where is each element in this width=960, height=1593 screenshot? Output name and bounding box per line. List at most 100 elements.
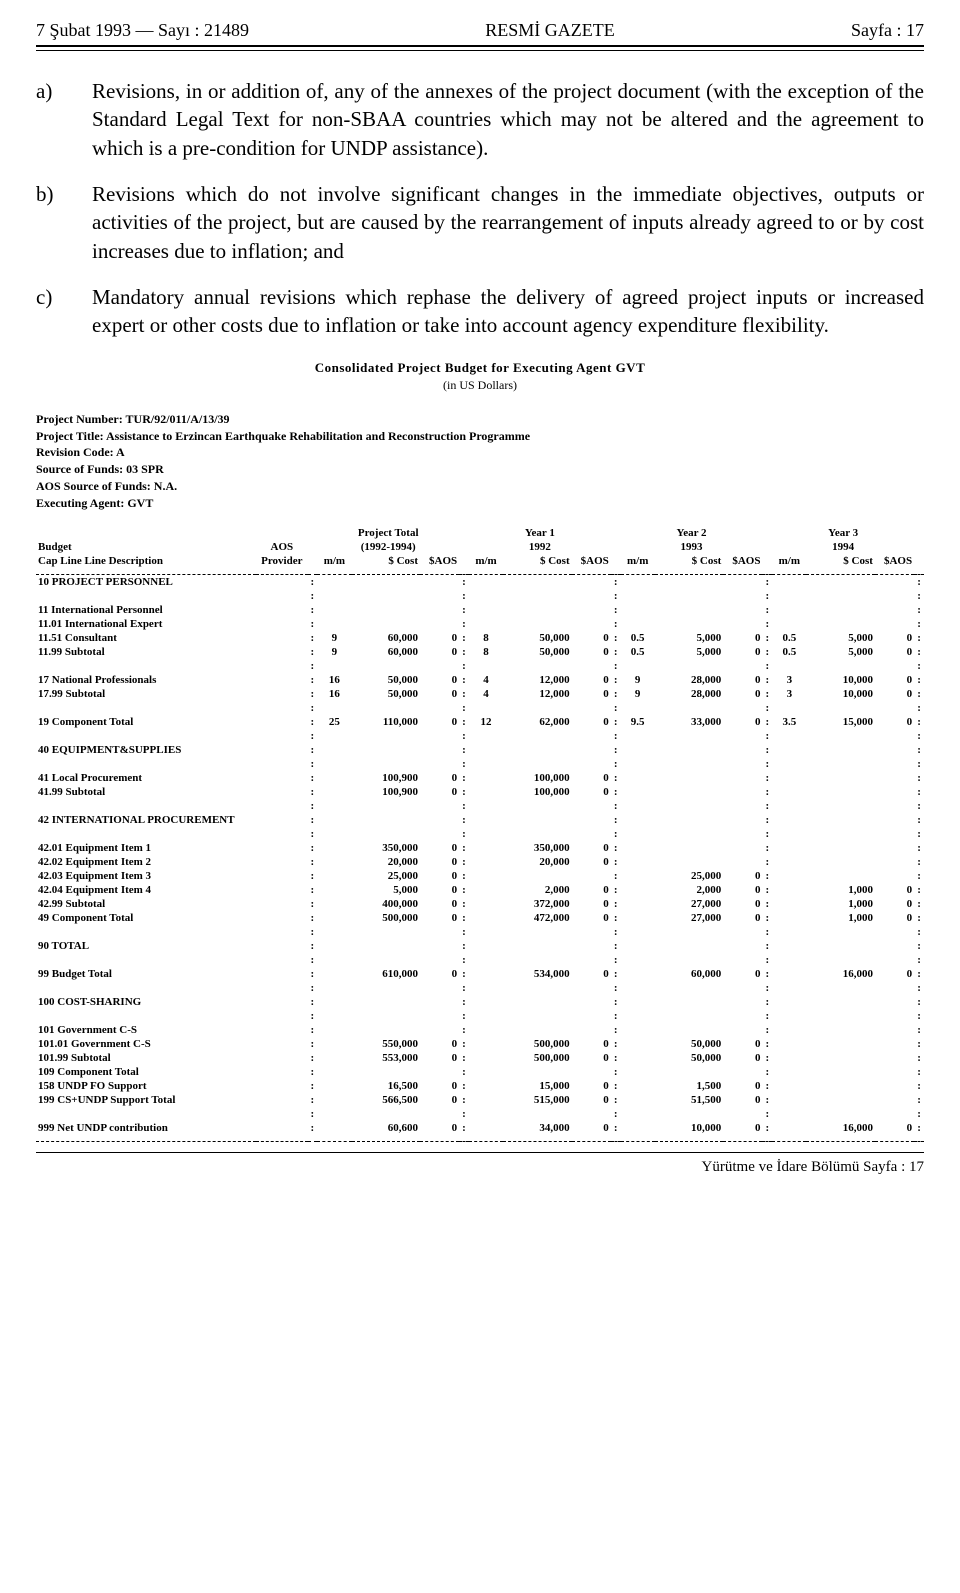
- cell: [806, 995, 874, 1009]
- cell: :: [914, 1009, 924, 1023]
- cell: [723, 729, 762, 743]
- cell: [469, 1037, 503, 1051]
- cell: [875, 701, 914, 715]
- cell: :: [914, 925, 924, 939]
- cell: [621, 603, 655, 617]
- cell: [723, 743, 762, 757]
- cell: :: [762, 1065, 772, 1079]
- cell: [352, 743, 420, 757]
- cell: [772, 995, 806, 1009]
- cell: :: [762, 939, 772, 953]
- paragraph-label: c): [36, 283, 92, 340]
- cell: :: [308, 925, 318, 939]
- cell: 0: [723, 1079, 762, 1093]
- cell: :: [762, 981, 772, 995]
- cell: 0: [875, 967, 914, 981]
- cell: [256, 869, 307, 883]
- cell: 12,000: [503, 687, 571, 701]
- cell: Cap Line Line Description: [36, 554, 256, 568]
- cell: :: [611, 953, 621, 967]
- cell: 101.01 Government C-S: [36, 1037, 256, 1051]
- cell: [914, 526, 924, 540]
- cell: :: [308, 813, 318, 827]
- table-row: :::::: [36, 701, 924, 715]
- cell: [572, 1023, 611, 1037]
- cell: :: [762, 883, 772, 897]
- table-row: :::::: [36, 981, 924, 995]
- cell: :: [914, 1079, 924, 1093]
- cell: :: [762, 1009, 772, 1023]
- cell: [420, 1065, 459, 1079]
- cell: 100,900: [352, 785, 420, 799]
- cell: 100,000: [503, 785, 571, 799]
- cell: [621, 1037, 655, 1051]
- cell: 0: [572, 785, 611, 799]
- cell: :: [611, 1107, 621, 1121]
- cell: 0: [723, 645, 762, 659]
- cell: 1,500: [655, 1079, 723, 1093]
- cell: :: [914, 1107, 924, 1121]
- cell: [806, 1065, 874, 1079]
- cell: [655, 1023, 723, 1037]
- cell: [621, 869, 655, 883]
- cell: [806, 589, 874, 603]
- table-row: 42.01 Equipment Item 1:350,0000:350,0000…: [36, 841, 924, 855]
- cell: :: [762, 1079, 772, 1093]
- cell: :: [611, 827, 621, 841]
- cell: 0: [572, 715, 611, 729]
- cell: :: [459, 771, 469, 785]
- cell: 0: [875, 883, 914, 897]
- cell: :: [762, 995, 772, 1009]
- cell: [772, 659, 806, 673]
- cell: [317, 967, 351, 981]
- cell: 99 Budget Total: [36, 967, 256, 981]
- meta-line: Revision Code: A: [36, 444, 924, 461]
- cell: [723, 574, 762, 589]
- cell: :: [308, 995, 318, 1009]
- cell: :: [914, 855, 924, 869]
- cell: 0: [723, 967, 762, 981]
- paragraph-label: b): [36, 180, 92, 265]
- cell: 3.5: [772, 715, 806, 729]
- cell: $ Cost: [503, 554, 571, 568]
- cell: :: [611, 659, 621, 673]
- cell: [256, 785, 307, 799]
- table-row: [36, 1135, 924, 1142]
- table-row: 11 International Personnel:::::: [36, 603, 924, 617]
- cell: :: [611, 673, 621, 687]
- cell: [723, 855, 762, 869]
- table-row: :::::: [36, 827, 924, 841]
- cell: 0: [875, 687, 914, 701]
- cell: [469, 603, 503, 617]
- cell: [655, 813, 723, 827]
- cell: [655, 981, 723, 995]
- cell: [256, 1051, 307, 1065]
- table-row: 101.99 Subtotal:553,0000:500,0000:50,000…: [36, 1051, 924, 1065]
- cell: m/m: [317, 554, 351, 568]
- cell: [772, 1121, 806, 1135]
- cell: [503, 1107, 571, 1121]
- cell: [621, 1009, 655, 1023]
- cell: 0.5: [772, 631, 806, 645]
- cell: :: [914, 981, 924, 995]
- cell: [806, 743, 874, 757]
- cell: [655, 1009, 723, 1023]
- cell: [655, 827, 723, 841]
- table-row: Cap Line Line DescriptionProviderm/m$ Co…: [36, 554, 924, 568]
- cell: [655, 729, 723, 743]
- cell: [317, 1037, 351, 1051]
- cell: [723, 1023, 762, 1037]
- cell: 50,000: [503, 631, 571, 645]
- cell: :: [611, 1037, 621, 1051]
- cell: 60,000: [352, 645, 420, 659]
- cell: 16,000: [806, 967, 874, 981]
- cell: [256, 659, 307, 673]
- cell: :: [914, 673, 924, 687]
- cell: :: [611, 617, 621, 631]
- cell: :: [611, 841, 621, 855]
- cell: [36, 925, 256, 939]
- cell: [420, 1023, 459, 1037]
- cell: [317, 911, 351, 925]
- cell: 0: [723, 897, 762, 911]
- cell: :: [611, 883, 621, 897]
